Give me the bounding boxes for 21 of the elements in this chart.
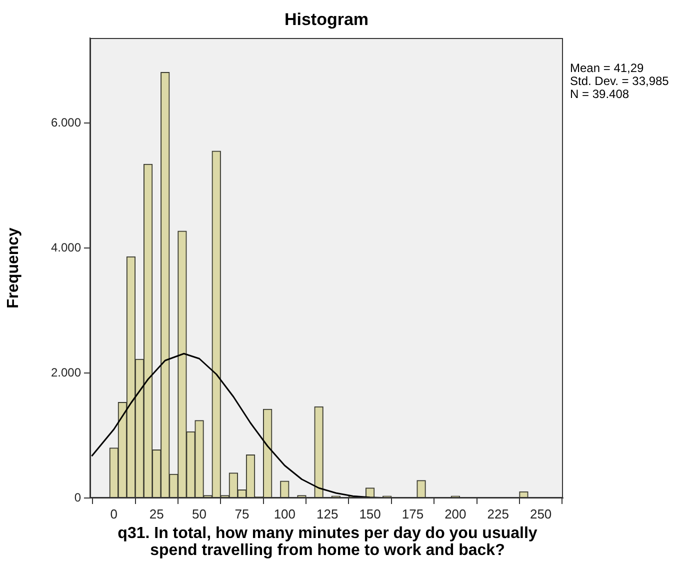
x-tick-label: 75 xyxy=(234,506,250,522)
text: Mean = 41,29 xyxy=(570,61,645,75)
x-tick-label: 150 xyxy=(359,506,381,522)
y-tick-label: 2.000 xyxy=(50,365,82,380)
y-tick-label: 0 xyxy=(74,490,82,504)
x-tick-label: 175 xyxy=(402,506,424,522)
x-tick-label: 125 xyxy=(316,506,338,522)
chart-title: Histogram xyxy=(283,10,370,30)
x-tick-label: 250 xyxy=(530,506,552,522)
x-tick-label: 200 xyxy=(444,506,466,522)
text: N = 39.408 xyxy=(570,87,630,101)
x-axis-title: q31. In total, how many minutes per day do you usually spend travelling from home to work and back? xyxy=(116,525,538,559)
x-tick-label: 0 xyxy=(110,506,118,522)
y-tick-label: 4.000 xyxy=(50,240,82,254)
text: Std. Dev. = 33,985 xyxy=(570,74,669,88)
x-tick-label: 50 xyxy=(192,506,207,522)
y-tick-label: 6.000 xyxy=(50,115,82,130)
x-tick-label: 100 xyxy=(274,506,296,522)
x-tick-label: 225 xyxy=(487,506,509,522)
x-tick-label: 25 xyxy=(149,506,164,522)
y-axis-title: Frequency xyxy=(5,227,22,308)
